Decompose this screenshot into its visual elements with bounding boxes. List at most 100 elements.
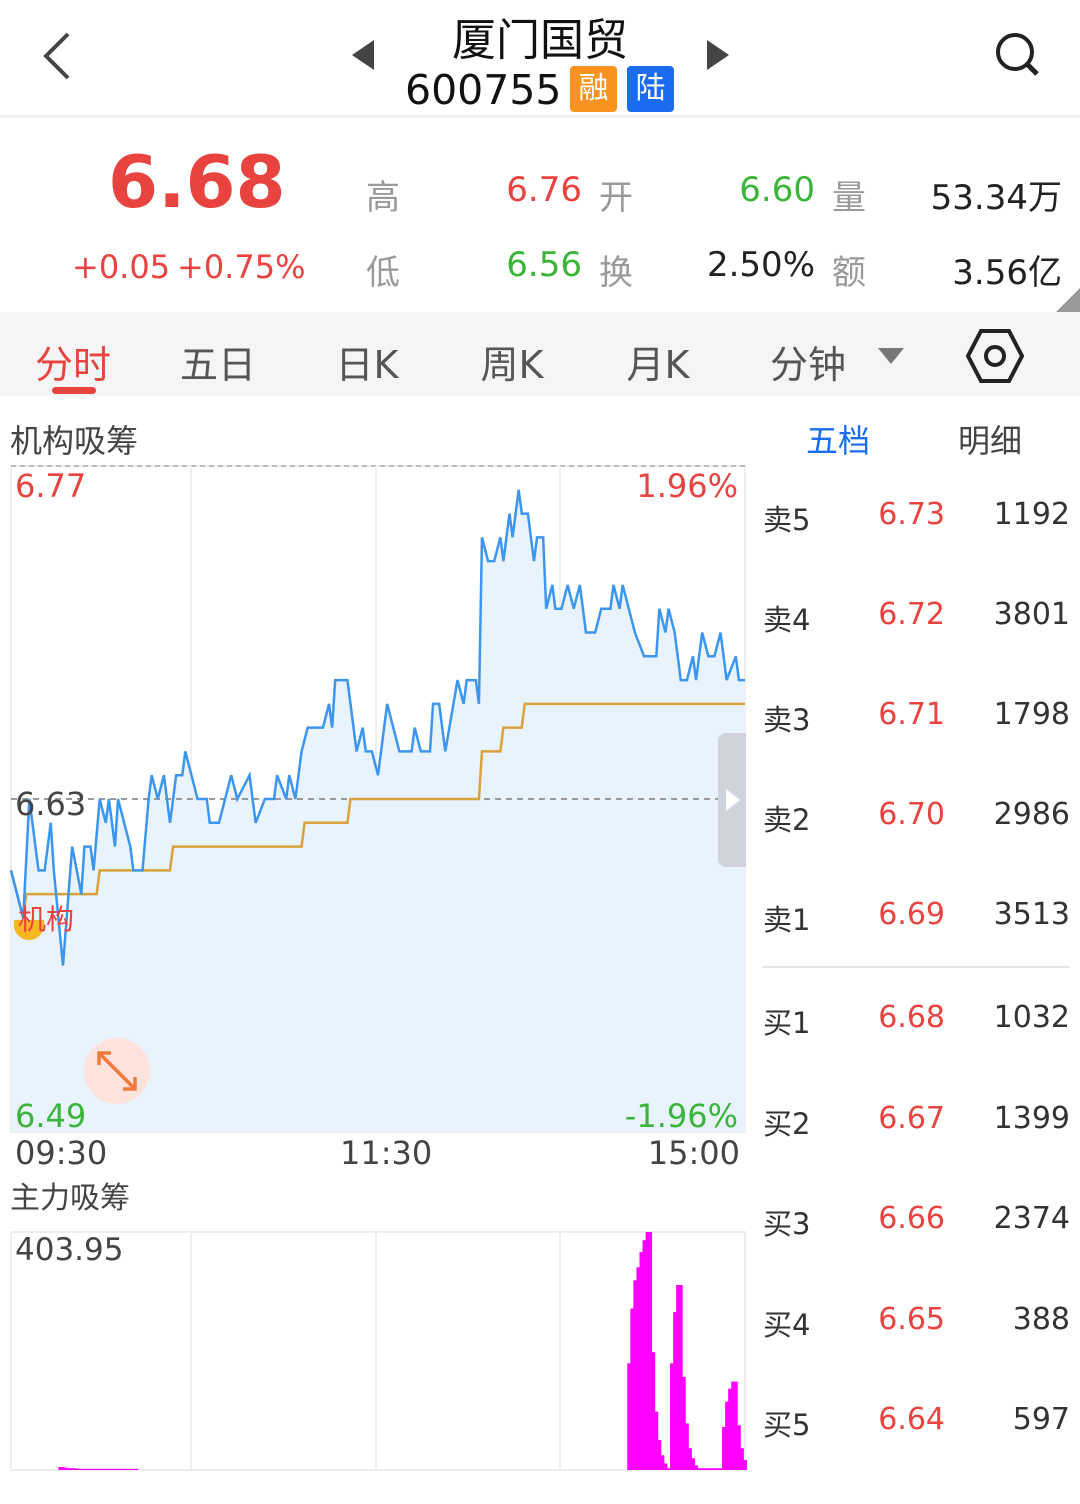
- fund-bar: [651, 1352, 656, 1470]
- tab-weekly-k[interactable]: 周K: [480, 343, 544, 387]
- tab-daily-k[interactable]: 日K: [335, 343, 399, 387]
- fund-bar: [134, 1468, 139, 1470]
- price-area-fill: [11, 489, 745, 1132]
- fund-bar: [76, 1468, 81, 1470]
- fund-bar: [58, 1467, 62, 1470]
- fund-bar: [642, 1240, 647, 1470]
- tab-minute[interactable]: 分钟: [769, 343, 847, 387]
- fund-bar: [633, 1280, 637, 1470]
- fund-bar: [116, 1468, 120, 1470]
- search-icon[interactable]: [993, 30, 1043, 80]
- fund-bar: [110, 1468, 114, 1470]
- level-label: 卖5: [763, 503, 811, 537]
- fund-bar: [88, 1468, 93, 1470]
- fund-bar: [113, 1468, 117, 1470]
- tab-order-book[interactable]: 五档: [806, 422, 871, 460]
- fund-bar: [703, 1468, 708, 1470]
- fund-bar: [627, 1363, 631, 1470]
- margin-badge: 融: [570, 66, 617, 112]
- level-volume: 3801: [993, 597, 1070, 632]
- fund-bar: [667, 1468, 671, 1470]
- level-volume: 388: [1012, 1301, 1070, 1337]
- level-label: 买4: [763, 1307, 811, 1342]
- tab-monthly-k[interactable]: 月K: [626, 343, 690, 387]
- next-stock-icon[interactable]: [705, 40, 731, 70]
- bar-chart-frame: [10, 1231, 746, 1471]
- level-label: 买2: [763, 1106, 811, 1141]
- fund-bar: [712, 1468, 717, 1470]
- price-line: [9, 489, 745, 966]
- x-tick-midday: 11:30: [340, 1134, 433, 1172]
- institution-marker-label: 机构: [18, 903, 75, 936]
- level-label: 卖4: [763, 603, 811, 637]
- prev-stock-icon[interactable]: [350, 40, 376, 70]
- fund-bar: [679, 1284, 683, 1470]
- amount-label: 额: [832, 253, 866, 293]
- fund-bar: [67, 1468, 72, 1470]
- fund-bar: [125, 1468, 130, 1470]
- fullscreen-button[interactable]: [84, 1038, 150, 1104]
- expand-corner-icon[interactable]: [1056, 288, 1080, 312]
- fund-bar: [685, 1423, 689, 1470]
- level-label: 买5: [763, 1408, 811, 1442]
- level-price: 6.73: [878, 497, 945, 532]
- back-icon[interactable]: [38, 30, 74, 82]
- fund-bar: [131, 1468, 136, 1470]
- price-chart-title: 机构吸筹: [10, 422, 139, 460]
- fund-bar: [706, 1468, 711, 1470]
- stock-code: 600755: [405, 66, 562, 114]
- fund-bar: [61, 1467, 65, 1470]
- level-volume: 1032: [993, 1000, 1070, 1035]
- fund-bar: [85, 1468, 90, 1470]
- y-tick-pct-high: 1.96%: [636, 467, 738, 505]
- level-price: 6.64: [878, 1402, 945, 1437]
- connect-badge: 陆: [627, 66, 674, 112]
- level-price: 6.67: [878, 1100, 945, 1136]
- fund-bar: [743, 1459, 747, 1470]
- level-label: 卖3: [763, 703, 811, 737]
- x-tick-close: 15:00: [647, 1134, 740, 1172]
- fund-bar: [728, 1388, 732, 1470]
- high-value: 6.76: [506, 170, 582, 210]
- level-price: 6.66: [878, 1201, 945, 1236]
- fund-bar: [657, 1439, 662, 1470]
- fund-bar: [722, 1426, 726, 1470]
- level-volume: 3513: [993, 897, 1070, 932]
- last-price: 6.68: [108, 140, 286, 224]
- high-label: 高: [366, 178, 400, 218]
- level-volume: 1399: [993, 1100, 1070, 1136]
- level-price: 6.72: [878, 597, 945, 632]
- fund-bar: [122, 1468, 127, 1470]
- tab-trade-detail[interactable]: 明细: [958, 422, 1023, 460]
- expand-arrows-icon: [97, 1051, 137, 1091]
- fund-bar: [709, 1468, 714, 1470]
- fund-bar: [663, 1463, 668, 1470]
- tab-five-day[interactable]: 五日: [179, 343, 257, 387]
- tab-intraday[interactable]: 分时: [34, 343, 112, 387]
- stock-name: 厦门国贸: [452, 15, 628, 66]
- level-volume: 597: [1012, 1402, 1070, 1437]
- fund-bar: [636, 1267, 640, 1470]
- settings-icon[interactable]: [966, 328, 1024, 384]
- fund-bar: [740, 1448, 744, 1470]
- level-price: 6.69: [878, 897, 945, 932]
- fund-bar: [694, 1465, 698, 1470]
- chevron-down-icon[interactable]: [878, 348, 904, 366]
- side-panel-handle[interactable]: [718, 733, 746, 867]
- fund-bar: [82, 1468, 87, 1470]
- fund-bar: [101, 1468, 105, 1470]
- level-label: 卖2: [763, 803, 811, 837]
- fund-bar: [639, 1252, 643, 1470]
- low-label: 低: [366, 253, 400, 293]
- level-price: 6.68: [878, 1000, 945, 1035]
- header: 厦门国贸 600755 融 陆: [0, 0, 1080, 118]
- volume-value: 53.34万: [930, 178, 1062, 218]
- fund-bar: [688, 1448, 692, 1470]
- level-label: 买3: [763, 1207, 811, 1241]
- fund-bar: [700, 1468, 705, 1470]
- gold-ingot-icon: [14, 920, 44, 940]
- x-tick-open: 09:30: [15, 1134, 108, 1172]
- y-tick-low: 6.49: [15, 1097, 87, 1135]
- fund-bar: [725, 1401, 729, 1470]
- level-label: 买1: [763, 1006, 811, 1040]
